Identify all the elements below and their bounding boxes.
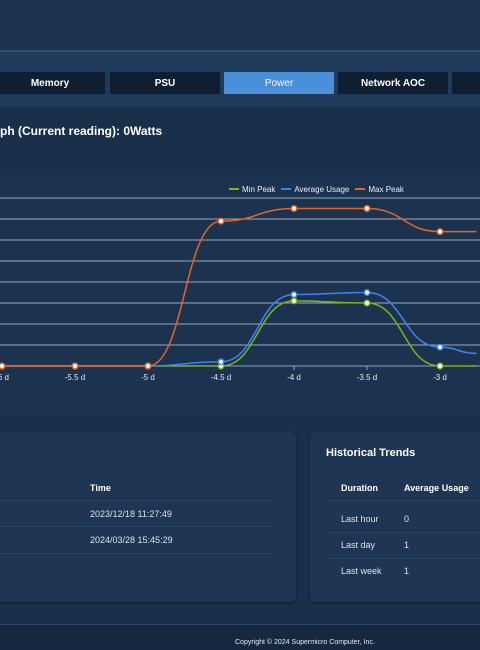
tab-overflow[interactable]	[452, 72, 480, 94]
tab-memory-label: Memory	[30, 77, 70, 89]
average-usage-column-header: Average Usage	[404, 483, 469, 493]
legend-min-peak-label: Min Peak	[242, 184, 276, 194]
trends-row-divider	[326, 558, 480, 559]
chart-series	[0, 204, 477, 370]
data-point-min-peak[interactable]	[290, 297, 298, 305]
legend-average-usage[interactable]: Average Usage	[281, 185, 349, 194]
data-point-max-peak[interactable]	[290, 204, 298, 212]
trends-header-divider	[326, 500, 480, 501]
reading-time-2: 2024/03/28 15:45:29	[90, 535, 173, 545]
data-point-max-peak[interactable]	[436, 228, 444, 236]
power-chart-panel	[0, 170, 480, 416]
duration-column-header: Duration	[341, 483, 378, 493]
x-tick-label: -4.5 d	[211, 373, 231, 382]
x-tick-label: -3.5 d	[357, 373, 377, 382]
data-point-max-peak[interactable]	[0, 362, 6, 370]
tab-power-label: Power	[264, 77, 294, 89]
chart-legend: Min Peak Average Usage Max Peak	[229, 184, 410, 194]
data-point-average-usage[interactable]	[290, 291, 298, 299]
tab-memory[interactable]: Memory	[0, 72, 105, 94]
trends-row-divider	[326, 532, 480, 533]
tab-network-aoc-label: Network AOC	[360, 77, 426, 89]
x-tick-label: -5.5 d	[65, 373, 85, 382]
x-tick-label: -5 d	[141, 373, 155, 382]
data-point-average-usage[interactable]	[363, 289, 371, 297]
power-readings-card	[0, 432, 296, 602]
legend-max-peak[interactable]: Max Peak	[355, 185, 404, 194]
top-header-band	[0, 0, 480, 50]
data-point-min-peak[interactable]	[436, 362, 444, 370]
tab-network-aoc[interactable]: Network AOC	[338, 72, 448, 94]
trend-duration-day: Last day	[341, 540, 376, 550]
time-column-header: Time	[90, 483, 111, 493]
reading-time-1: 2023/12/18 11:27:49	[90, 509, 172, 519]
legend-average-usage-label: Average Usage	[294, 184, 350, 194]
x-tick-label: -4 d	[287, 373, 301, 382]
tab-psu[interactable]: PSU	[110, 72, 220, 94]
page-footer	[0, 625, 480, 650]
trend-duration-week: Last week	[341, 566, 382, 576]
readings-row-divider	[0, 526, 272, 527]
trend-duration-hour: Last hour	[341, 514, 379, 524]
data-point-max-peak[interactable]	[217, 217, 225, 225]
x-tick-label: -6 d	[0, 373, 9, 382]
readings-row-divider	[0, 553, 272, 554]
data-point-max-peak[interactable]	[144, 362, 152, 370]
historical-trends-card	[310, 432, 480, 602]
legend-average-usage-swatch	[281, 188, 292, 190]
series-line-max-peak	[2, 207, 477, 367]
legend-min-peak[interactable]: Min Peak	[229, 185, 275, 194]
copyright-text: Copyright © 2024 Supermicro Computer, In…	[235, 639, 375, 646]
data-point-max-peak[interactable]	[363, 204, 371, 212]
sensor-tabs: Memory PSU Power Network AOC	[0, 72, 480, 94]
tab-psu-label: PSU	[154, 77, 176, 89]
power-graph-title: ph (Current reading): 0Watts	[0, 124, 163, 138]
legend-min-peak-swatch	[229, 188, 239, 190]
data-point-min-peak[interactable]	[363, 299, 371, 307]
series-line-min-peak	[2, 300, 477, 367]
series-line-average-usage	[2, 291, 477, 367]
trend-average-hour: 0	[404, 514, 410, 524]
legend-max-peak-swatch	[355, 188, 366, 190]
readings-header-divider	[0, 500, 272, 501]
trend-average-week: 1	[404, 566, 410, 576]
power-line-chart: -6 d -5.5 d -5 d -4.5 d -4 d -3.5 d -3 d	[0, 197, 480, 382]
data-point-max-peak[interactable]	[71, 362, 79, 370]
x-tick-label: -3 d	[433, 373, 447, 382]
data-point-average-usage[interactable]	[436, 343, 444, 351]
trend-average-day: 1	[404, 540, 410, 550]
footer-divider	[0, 624, 480, 625]
legend-max-peak-label: Max Peak	[368, 184, 404, 194]
header-divider	[0, 50, 480, 52]
tab-power[interactable]: Power	[224, 72, 334, 94]
data-point-average-usage[interactable]	[217, 358, 225, 366]
historical-trends-title: Historical Trends	[326, 447, 416, 459]
